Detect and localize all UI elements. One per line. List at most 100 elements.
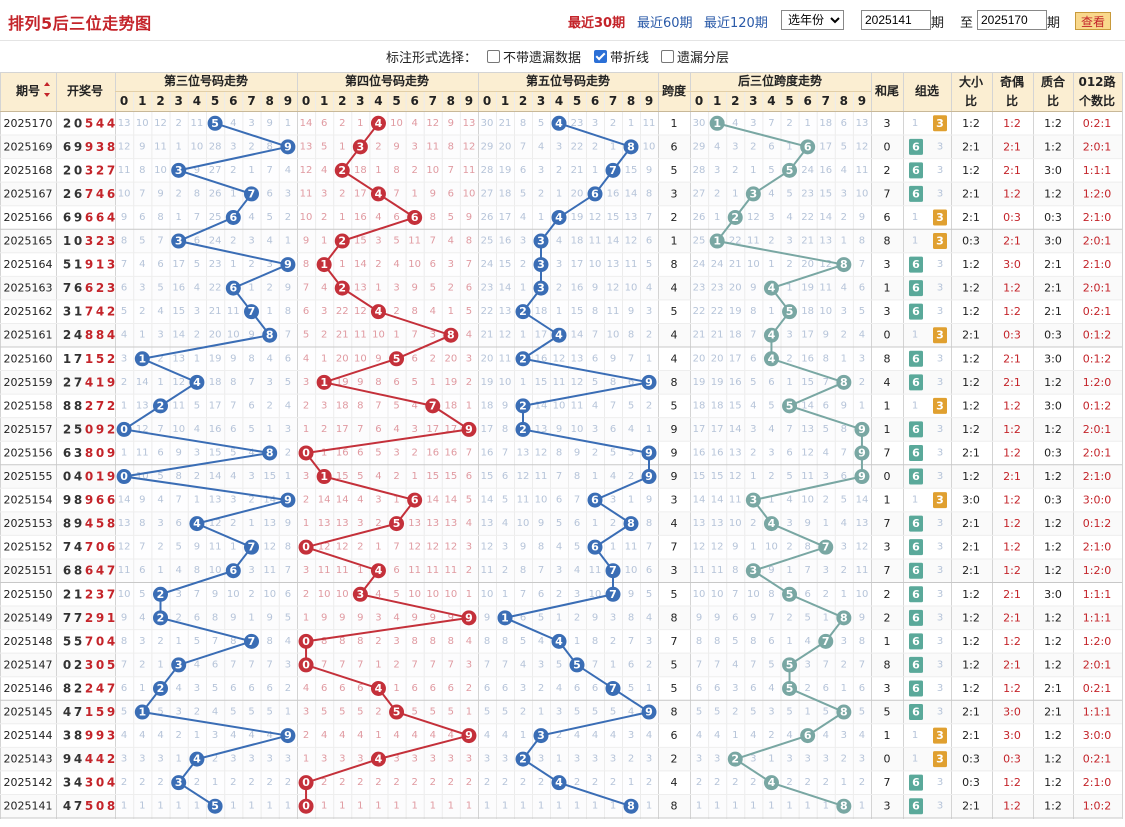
miss-value: 3 (859, 754, 865, 765)
miss-value: 3 (786, 518, 792, 529)
miss-value: 17 (819, 141, 832, 152)
fifth-ball-label: 2 (519, 753, 527, 766)
third-ball (207, 115, 223, 131)
miss-value: 5 (157, 707, 163, 718)
miss-value: 3 (823, 754, 829, 765)
checkbox-no-miss-data[interactable] (487, 50, 500, 63)
combo-badge (909, 374, 923, 391)
miss-value: 3 (393, 636, 399, 647)
combo-badge (933, 209, 947, 226)
miss-value: 3 (859, 353, 865, 364)
draw-digit: 8 (85, 446, 93, 460)
third-ball (280, 257, 296, 273)
miss-value: 1 (230, 188, 236, 199)
start-issue-input[interactable] (861, 10, 931, 30)
miss-value: 11 (625, 542, 638, 553)
miss-value: 6 (574, 683, 580, 694)
miss-value: 7 (804, 565, 810, 576)
miss-value: 2 (750, 447, 756, 458)
miss-value: 6 (768, 636, 774, 647)
miss-value: 10 (426, 589, 439, 600)
prime-ratio: 1:2 (1044, 376, 1062, 389)
miss-value: 24 (209, 236, 222, 247)
miss-value: 14 (607, 236, 620, 247)
fourth-ball (370, 186, 386, 202)
miss-value: 4 (556, 683, 562, 694)
fifth-ball (551, 209, 567, 225)
miss-value: 5 (393, 589, 399, 600)
miss-value: 1 (321, 801, 327, 812)
miss-value: 5 (750, 377, 756, 388)
miss-value: 8 (194, 188, 200, 199)
fifth-ball-label: 4 (555, 776, 563, 789)
span-cell: 4 (671, 329, 678, 342)
combo-badge (909, 468, 923, 485)
miss-value: 9 (267, 118, 273, 129)
combo-value: 6 (912, 682, 920, 695)
miss-value: 3 (357, 754, 363, 765)
prime-ratio: 1:2 (1044, 117, 1062, 130)
fifth-ball (623, 139, 639, 155)
combo-badge (909, 798, 923, 815)
fourth-ball (298, 798, 314, 814)
third-ball-label: 6 (229, 282, 237, 295)
size-ratio: 2:1 (962, 706, 980, 719)
miss-value: 4 (768, 188, 774, 199)
miss-value: 4 (466, 518, 472, 529)
issue-cell: 2025164 (4, 258, 53, 271)
miss-value: 1 (732, 801, 738, 812)
draw-digit: 7 (107, 564, 115, 578)
issue-cell: 2025160 (4, 352, 53, 365)
range-link-30[interactable]: 最近30期 (568, 16, 626, 31)
miss-value: 2 (285, 447, 291, 458)
range-link-120[interactable]: 最近120期 (704, 16, 768, 31)
miss-value: 3 (610, 612, 616, 623)
miss-value: 8 (393, 165, 399, 176)
miss-value: 5 (339, 707, 345, 718)
miss-value: 1 (157, 565, 163, 576)
miss-value: 13 (856, 518, 869, 529)
span-ball-label: 6 (804, 140, 812, 153)
end-issue-input[interactable] (977, 10, 1047, 30)
miss-value: 6 (230, 424, 236, 435)
parity-ratio: 1:2 (1003, 423, 1021, 436)
miss-value: 5 (768, 400, 774, 411)
miss-value: 1 (375, 730, 381, 741)
span-cell: 2 (671, 753, 678, 766)
checkbox-line[interactable] (594, 50, 607, 63)
draw-digit: 4 (74, 776, 82, 790)
road-ratio: 0:1:2 (1083, 517, 1111, 530)
miss-value: 3 (786, 330, 792, 341)
option-line[interactable]: 带折线 (594, 47, 649, 66)
miss-value: 3 (230, 141, 236, 152)
header-digit: 0 (483, 94, 491, 108)
option-no-miss-data[interactable]: 不带遗漏数据 (487, 47, 581, 66)
miss-value: 7 (411, 659, 417, 670)
miss-value: 12 (209, 518, 222, 529)
year-select[interactable]: 选年份 (781, 10, 844, 30)
combo-badge (909, 656, 923, 673)
miss-value: 23 (481, 283, 494, 294)
fourth-ball-label: 9 (465, 611, 473, 624)
miss-value: 3 (556, 565, 562, 576)
miss-value: 5 (375, 447, 381, 458)
fifth-ball (587, 539, 603, 555)
draw-digit: 4 (107, 634, 115, 648)
miss-value: 6 (230, 683, 236, 694)
miss-value: 21 (571, 165, 584, 176)
tail-cell: 2 (884, 164, 891, 177)
miss-value: 13 (118, 518, 131, 529)
range-link-60[interactable]: 最近60期 (637, 16, 693, 31)
span-ball-label: 4 (768, 329, 776, 342)
issue-cell: 2025162 (4, 305, 53, 318)
miss-value: 9 (194, 542, 200, 553)
miss-value: 12 (801, 447, 814, 458)
option-miss-layer[interactable]: 遗漏分层 (661, 47, 729, 66)
query-button[interactable]: 查看 (1075, 12, 1111, 30)
checkbox-miss-layer[interactable] (661, 50, 674, 63)
size-ratio: 2:1 (962, 800, 980, 813)
miss-value: 6 (176, 518, 182, 529)
tail-cell: 1 (884, 282, 891, 295)
fifth-ball (587, 186, 603, 202)
fourth-ball (389, 351, 405, 367)
